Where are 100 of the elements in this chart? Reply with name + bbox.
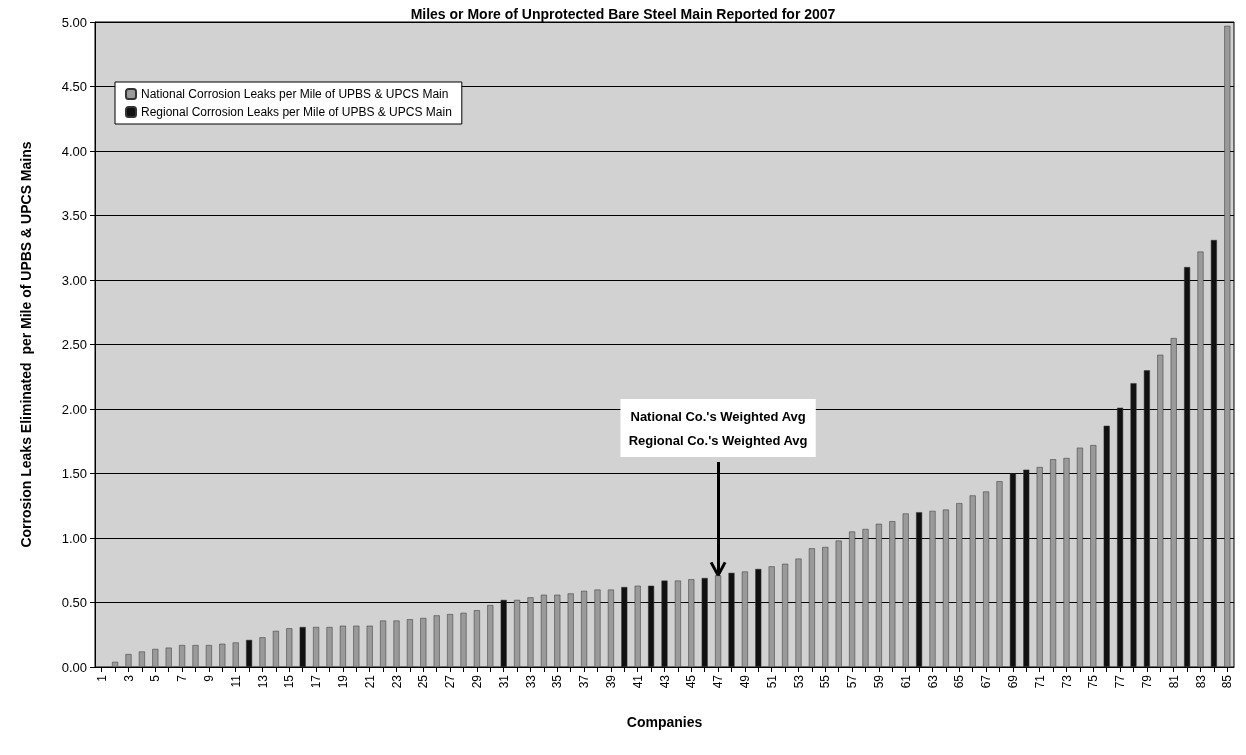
bar <box>165 647 172 667</box>
bar <box>768 566 775 667</box>
bar <box>487 605 494 667</box>
x-tick-label: 61 <box>898 674 913 689</box>
bar <box>433 615 440 667</box>
bar <box>969 495 976 667</box>
x-tick-label: 11 <box>228 674 243 688</box>
bar <box>1224 25 1231 667</box>
bar <box>259 637 266 667</box>
bar <box>393 620 400 667</box>
bar <box>942 509 949 667</box>
x-tick-label: 35 <box>550 674 565 689</box>
bar <box>875 523 882 667</box>
bar <box>956 503 963 667</box>
bar <box>138 651 145 667</box>
bar <box>889 521 896 667</box>
bar <box>728 572 735 667</box>
x-tick-label: 39 <box>603 674 618 689</box>
bar <box>286 628 293 667</box>
x-tick-label: 73 <box>1059 674 1074 689</box>
x-tick-label: 29 <box>469 674 484 689</box>
y-tick-label: 0.00 <box>61 659 87 675</box>
x-axis-title: Companies <box>626 714 703 730</box>
y-tick-label: 5.00 <box>61 14 87 30</box>
bar <box>500 599 507 667</box>
x-tick-label: 21 <box>362 674 377 689</box>
bar <box>648 585 655 667</box>
bar <box>540 594 547 667</box>
bar <box>822 547 829 667</box>
bar <box>607 589 614 667</box>
y-axis-title: Corrosion Leaks Eliminated per Mile of UPBS & UPCS Mains <box>18 141 34 548</box>
bar <box>554 594 561 667</box>
x-tick-label: 13 <box>255 674 270 689</box>
legend-label: Regional Corrosion Leaks per Mile of UPBS & UPCS Main <box>141 105 452 119</box>
bar <box>1050 459 1057 667</box>
bar <box>1036 467 1043 667</box>
bar <box>1184 267 1191 667</box>
bar <box>353 625 360 667</box>
x-tick-label: 23 <box>389 674 404 689</box>
bar <box>366 625 373 667</box>
x-tick-label: 1 <box>94 674 109 682</box>
x-tick-label: 85 <box>1220 674 1235 689</box>
y-tick-label: 4.50 <box>61 79 87 94</box>
x-tick-label: 77 <box>1113 674 1128 689</box>
bar <box>339 625 346 667</box>
y-tick-label: 2.50 <box>61 337 87 352</box>
bar <box>1076 447 1083 667</box>
bar <box>929 510 936 667</box>
bar <box>1023 469 1030 667</box>
y-tick-label: 4.00 <box>61 143 87 159</box>
x-tick-label: 3 <box>121 674 136 682</box>
chart-title: Miles or More of Unprotected Bare Steel Main Reported for 2007 <box>410 6 836 22</box>
bar <box>1090 445 1097 667</box>
x-tick-label: 43 <box>657 674 672 689</box>
bar <box>755 568 762 667</box>
x-tick-label: 59 <box>871 674 886 689</box>
x-tick-label: 55 <box>818 674 833 689</box>
x-tick-label: 63 <box>925 674 940 689</box>
bar <box>205 645 212 667</box>
x-tick-label: 47 <box>711 674 726 689</box>
x-tick-label: 65 <box>952 674 967 689</box>
x-tick-label: 67 <box>979 674 994 689</box>
x-tick-label: 51 <box>764 674 779 689</box>
x-tick-label: 71 <box>1032 674 1047 689</box>
bar <box>1170 338 1177 667</box>
bar <box>661 580 668 667</box>
bar <box>1197 251 1204 667</box>
bar <box>782 563 789 667</box>
bar <box>996 481 1003 667</box>
bar <box>835 540 842 667</box>
x-tick-label: 53 <box>791 674 806 689</box>
bar <box>849 531 856 667</box>
x-tick-label: 5 <box>148 674 163 682</box>
y-tick-label: 1.00 <box>61 530 87 546</box>
x-tick-label: 19 <box>335 674 350 689</box>
bar <box>380 620 387 667</box>
x-tick-label: 79 <box>1139 674 1154 689</box>
y-tick-label: 0.50 <box>61 595 87 610</box>
bar <box>299 627 306 667</box>
bar <box>1117 407 1124 667</box>
y-tick-label: 1.50 <box>61 466 87 481</box>
x-tick-label: 83 <box>1193 674 1208 689</box>
x-tick-label: 41 <box>630 674 645 689</box>
x-tick-label: 37 <box>577 674 592 689</box>
bar <box>688 579 695 667</box>
annotation: National Co.'s Weighted Avg <box>630 408 806 424</box>
bar <box>232 642 239 667</box>
bar <box>473 610 480 667</box>
bar <box>634 585 641 667</box>
annotation: Regional Co.'s Weighted Avg <box>628 432 808 448</box>
bar <box>192 645 199 667</box>
legend-label: National Corrosion Leaks per Mile of UPBS & UPCS Main <box>141 87 449 101</box>
x-tick-label: 45 <box>684 674 699 689</box>
x-tick-label: 17 <box>309 674 324 689</box>
bar <box>1063 458 1070 667</box>
bar <box>272 630 279 667</box>
bar <box>527 597 534 667</box>
bar <box>460 612 467 667</box>
bar <box>862 528 869 667</box>
bar <box>313 627 320 667</box>
